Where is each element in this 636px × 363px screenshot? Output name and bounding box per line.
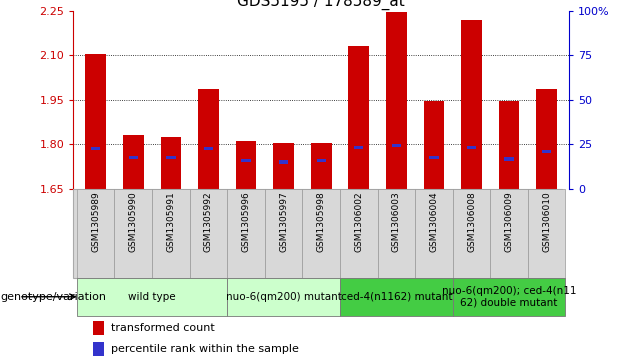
Bar xyxy=(265,189,302,278)
Bar xyxy=(114,189,152,278)
Text: ced-4(n1162) mutant: ced-4(n1162) mutant xyxy=(341,292,452,302)
Bar xyxy=(499,101,520,189)
Text: GSM1305992: GSM1305992 xyxy=(204,191,213,252)
Text: GSM1305989: GSM1305989 xyxy=(91,191,100,252)
Bar xyxy=(204,147,213,150)
Bar xyxy=(349,46,369,189)
Bar xyxy=(467,146,476,149)
Text: wild type: wild type xyxy=(128,292,176,302)
Text: GSM1306004: GSM1306004 xyxy=(429,191,438,252)
Bar xyxy=(453,189,490,278)
Bar xyxy=(386,12,406,189)
Text: GSM1306008: GSM1306008 xyxy=(467,191,476,252)
Bar xyxy=(340,278,453,316)
Bar xyxy=(542,150,551,153)
Text: GSM1305991: GSM1305991 xyxy=(167,191,176,252)
Bar xyxy=(415,189,453,278)
Bar xyxy=(93,342,104,356)
Bar xyxy=(236,141,256,189)
Bar xyxy=(273,143,294,189)
Bar xyxy=(152,189,190,278)
Text: GSM1305997: GSM1305997 xyxy=(279,191,288,252)
Bar xyxy=(85,54,106,189)
Text: GSM1306003: GSM1306003 xyxy=(392,191,401,252)
Bar xyxy=(242,159,251,162)
Bar xyxy=(128,156,138,159)
Bar xyxy=(378,189,415,278)
Bar xyxy=(461,20,482,189)
Bar xyxy=(429,156,439,159)
Bar xyxy=(536,89,557,189)
Text: transformed count: transformed count xyxy=(111,323,215,333)
Title: GDS5195 / 178589_at: GDS5195 / 178589_at xyxy=(237,0,405,9)
Bar xyxy=(198,89,219,189)
Bar xyxy=(77,189,114,278)
Text: nuo-6(qm200); ced-4(n11
62) double mutant: nuo-6(qm200); ced-4(n11 62) double mutan… xyxy=(442,286,576,307)
Text: GSM1306010: GSM1306010 xyxy=(542,191,551,252)
Bar xyxy=(279,160,288,164)
Bar xyxy=(160,137,181,189)
Bar xyxy=(227,189,265,278)
Text: nuo-6(qm200) mutant: nuo-6(qm200) mutant xyxy=(226,292,342,302)
Bar xyxy=(77,278,227,316)
Text: genotype/variation: genotype/variation xyxy=(0,292,106,302)
Bar xyxy=(424,101,445,189)
Bar xyxy=(354,146,363,149)
Bar xyxy=(490,189,528,278)
Bar xyxy=(302,189,340,278)
Text: GSM1306009: GSM1306009 xyxy=(504,191,514,252)
Bar xyxy=(166,156,176,159)
Bar xyxy=(453,278,565,316)
Text: GSM1305996: GSM1305996 xyxy=(242,191,251,252)
Bar xyxy=(311,143,331,189)
Bar xyxy=(123,135,144,189)
Bar xyxy=(504,158,514,161)
Bar xyxy=(528,189,565,278)
Bar xyxy=(392,144,401,147)
Bar xyxy=(227,278,340,316)
Text: GSM1305998: GSM1305998 xyxy=(317,191,326,252)
Bar xyxy=(317,159,326,162)
Text: percentile rank within the sample: percentile rank within the sample xyxy=(111,344,299,354)
Text: GSM1306002: GSM1306002 xyxy=(354,191,363,252)
Bar xyxy=(93,321,104,335)
Bar xyxy=(190,189,227,278)
Bar xyxy=(340,189,378,278)
Text: GSM1305990: GSM1305990 xyxy=(128,191,138,252)
Bar xyxy=(91,147,100,150)
